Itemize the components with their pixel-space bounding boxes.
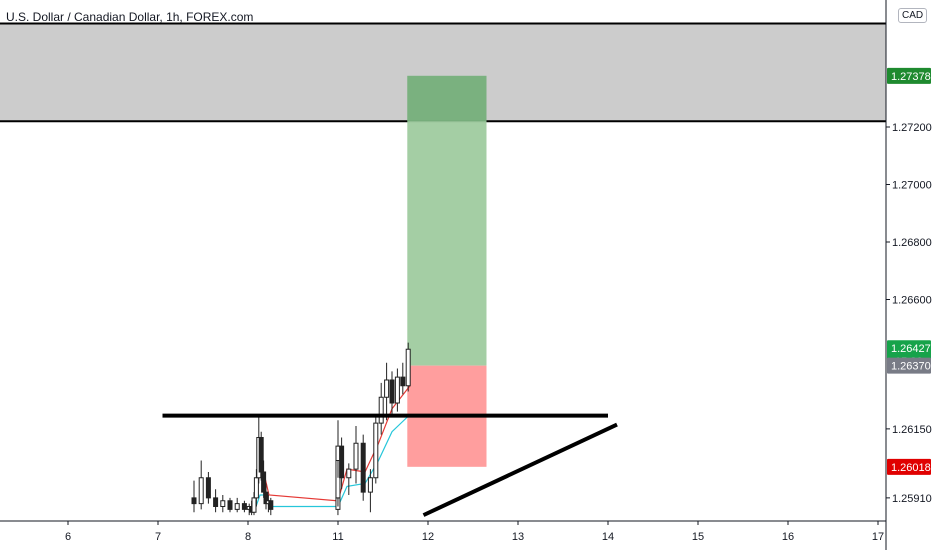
candle-body[interactable] (389, 379, 395, 404)
candle-body[interactable] (405, 348, 411, 387)
y-tick-label: 1.25910 (892, 493, 932, 505)
candle-body[interactable] (378, 396, 384, 424)
candle-body[interactable] (339, 445, 345, 479)
y-tick-label: 1.26600 (892, 295, 932, 307)
candle-body[interactable] (373, 422, 379, 479)
x-tick-label: 16 (782, 531, 794, 543)
y-tick-label: 1.27200 (892, 122, 932, 134)
trendline-line[interactable] (422, 422, 618, 517)
x-tick-label: 12 (422, 531, 434, 543)
y-tick-label: 1.26150 (892, 424, 932, 436)
candle-body[interactable] (251, 497, 257, 513)
candle-body[interactable] (205, 477, 211, 499)
price-tag-current-label: 1.26427 (891, 343, 931, 355)
price-tag-entry-label: 1.26370 (891, 361, 931, 373)
candle-body[interactable] (213, 497, 219, 507)
candle-body[interactable] (367, 477, 373, 493)
candle-body[interactable] (241, 503, 247, 510)
price-tag-stop-label: 1.26018 (891, 462, 931, 474)
x-tick-label: 14 (602, 531, 614, 543)
price-tag-target-label: 1.27378 (891, 71, 931, 83)
x-tick-label: 7 (155, 531, 161, 543)
time-axis-bg (0, 521, 932, 550)
x-tick-label: 13 (512, 531, 524, 543)
candle-body[interactable] (360, 442, 366, 493)
ema-slow-line (253, 414, 411, 513)
candle-body[interactable] (394, 376, 400, 404)
candle-body[interactable] (253, 477, 259, 499)
long-position-profit-zone[interactable] (407, 75, 487, 366)
currency-badge[interactable]: CAD (898, 8, 928, 23)
x-tick-label: 11 (332, 531, 343, 543)
y-tick-label: 1.26800 (892, 237, 932, 249)
candle-body[interactable] (191, 497, 197, 505)
candle-body[interactable] (261, 471, 267, 493)
x-tick-label: 15 (692, 531, 704, 543)
chart-title: U.S. Dollar / Canadian Dollar, 1h, FOREX… (6, 10, 254, 24)
candle-body[interactable] (234, 503, 240, 510)
long-position-profit-overlap (407, 75, 487, 122)
candle-body[interactable] (400, 376, 406, 387)
candle-body[interactable] (353, 442, 359, 470)
x-tick-label: 17 (872, 531, 884, 543)
price-tag-target[interactable] (887, 67, 931, 84)
x-tick-label: 6 (65, 531, 71, 543)
price-tag-entry[interactable] (887, 357, 931, 374)
candle-body[interactable] (227, 500, 233, 510)
price-tag-stop[interactable] (887, 458, 931, 475)
candle-body[interactable] (268, 500, 274, 510)
candle-body[interactable] (198, 477, 204, 505)
candle-body[interactable] (384, 379, 390, 398)
candle-body[interactable] (220, 500, 226, 507)
price-axis-bg (886, 0, 932, 550)
candle-body[interactable] (346, 468, 352, 479)
candle-body[interactable] (258, 437, 264, 473)
x-tick-label: 8 (245, 531, 251, 543)
y-tick-label: 1.27000 (892, 180, 932, 192)
